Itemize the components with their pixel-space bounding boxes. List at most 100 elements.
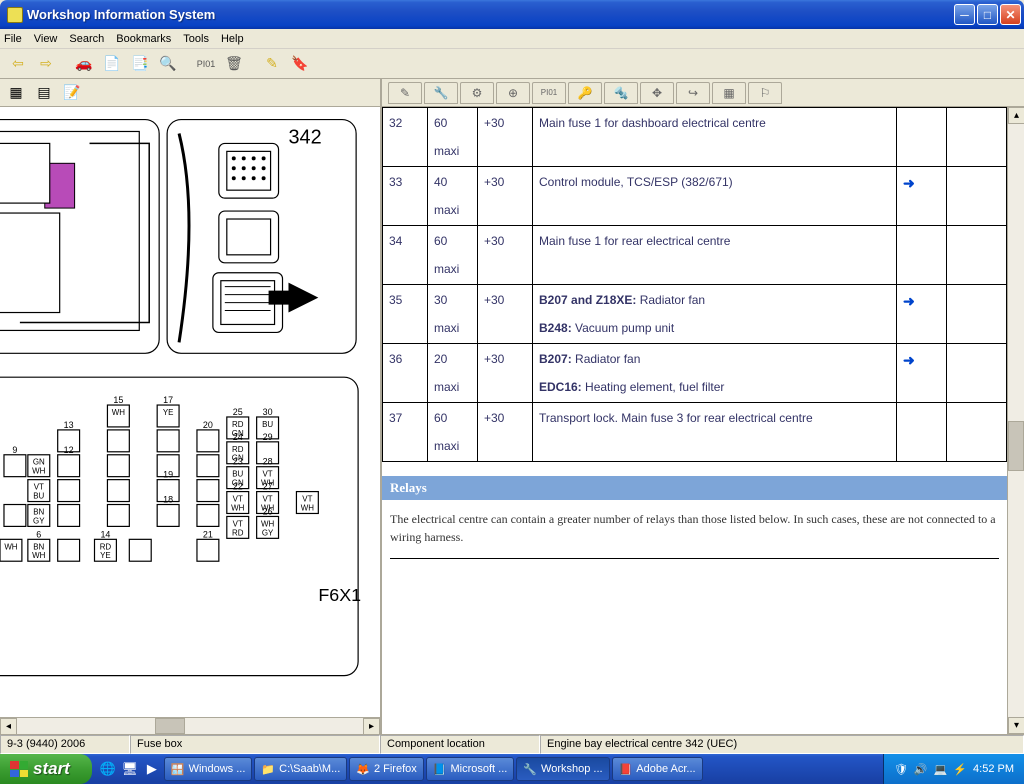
svg-text:YE: YE <box>163 408 174 417</box>
taskbar-button[interactable]: 🪟Windows ... <box>164 757 253 781</box>
task-icon: 📘 <box>433 763 447 776</box>
table-row: 3760maxi+30Transport lock. Main fuse 3 f… <box>383 403 1007 462</box>
fuse-description: Main fuse 1 for rear electrical centre <box>533 226 897 285</box>
clock: 4:52 PM <box>973 763 1014 775</box>
tray-icon[interactable]: 💻 <box>934 763 948 776</box>
pi01-icon[interactable]: PI01 <box>194 52 218 76</box>
fuse-description: B207 and Z18XE: Radiator fanB248: Vacuum… <box>533 285 897 344</box>
svg-text:BN: BN <box>33 507 44 516</box>
quick-launch-desktop-icon[interactable]: 🖥 <box>120 758 140 780</box>
fuse-table: 3260maxi+30Main fuse 1 for dashboard ele… <box>382 107 1007 462</box>
arrow-link-icon[interactable]: ➜ <box>903 175 915 191</box>
fuse-circuit: +30 <box>478 108 533 167</box>
fuse-link <box>897 403 947 462</box>
binoculars-icon[interactable]: 🔍 <box>156 52 180 76</box>
svg-text:VT: VT <box>263 495 273 504</box>
fuse-number: 35 <box>383 285 428 344</box>
quick-launch-media-icon[interactable]: ▶ <box>142 758 162 780</box>
fuse-description: B207: Radiator fanEDC16: Heating element… <box>533 344 897 403</box>
svg-text:GN: GN <box>33 458 45 467</box>
app-icon <box>7 7 23 23</box>
right-tool-6[interactable]: 🔩 <box>604 82 638 104</box>
diagram-ref-label: F6X1 <box>318 585 361 605</box>
window-title: Workshop Information System <box>27 7 954 22</box>
svg-text:VT: VT <box>302 495 312 504</box>
right-tool-9[interactable]: ▦ <box>712 82 746 104</box>
scroll-thumb[interactable] <box>1008 421 1024 471</box>
right-tool-10[interactable]: ⚐ <box>748 82 782 104</box>
horizontal-scrollbar[interactable]: ◂ ▸ <box>0 717 380 734</box>
svg-text:BN: BN <box>33 542 44 551</box>
right-tool-0[interactable]: ✎ <box>388 82 422 104</box>
left-tool-2[interactable]: 📝 <box>60 81 84 105</box>
arrow-link-icon[interactable]: ➜ <box>903 352 915 368</box>
svg-text:21: 21 <box>203 529 213 539</box>
quick-launch-ie-icon[interactable]: 🌐 <box>98 758 118 780</box>
right-tool-1[interactable]: 🔧 <box>424 82 458 104</box>
menu-view[interactable]: View <box>34 33 58 45</box>
fuse-amperage: 60maxi <box>428 108 478 167</box>
taskbar-button[interactable]: 🦊2 Firefox <box>349 757 424 781</box>
fuse-circuit: +30 <box>478 344 533 403</box>
arrow-link-icon[interactable]: ➜ <box>903 293 915 309</box>
menu-file[interactable]: File <box>4 33 22 45</box>
status-section: Fuse box <box>130 735 380 754</box>
tray-icon[interactable]: ⚡ <box>953 763 967 776</box>
bookmark-icon[interactable]: 🔖 <box>288 52 312 76</box>
svg-text:GY: GY <box>33 516 45 525</box>
right-tool-5[interactable]: 🔑 <box>568 82 602 104</box>
close-button[interactable]: ✕ <box>1000 4 1021 25</box>
fuse-link <box>897 108 947 167</box>
right-tool-3[interactable]: ⊕ <box>496 82 530 104</box>
svg-text:VT: VT <box>233 495 243 504</box>
taskbar-button[interactable]: 📕Adobe Acr... <box>612 757 703 781</box>
car-icon[interactable]: 🚗 <box>72 52 96 76</box>
fuse-link[interactable]: ➜ <box>897 344 947 403</box>
task-icon: 🔧 <box>523 763 537 776</box>
task-icon: 📕 <box>619 763 633 776</box>
task-label: Adobe Acr... <box>636 763 695 775</box>
left-tool-0[interactable]: ▦ <box>4 81 28 105</box>
fuse-amperage: 40maxi <box>428 167 478 226</box>
fuse-link[interactable]: ➜ <box>897 285 947 344</box>
svg-text:25: 25 <box>233 407 243 417</box>
svg-text:WH: WH <box>32 467 45 476</box>
status-bar: 9-3 (9440) 2006 Fuse box Component locat… <box>0 734 1024 754</box>
taskbar-button[interactable]: 📁C:\Saab\M... <box>254 757 347 781</box>
right-tool-7[interactable]: ✥ <box>640 82 674 104</box>
stack-icon[interactable]: 📑 <box>128 52 152 76</box>
svg-text:BU: BU <box>33 492 44 501</box>
left-tool-1[interactable]: ▤ <box>32 81 56 105</box>
back-icon[interactable]: ⇦ <box>6 52 30 76</box>
tray-icon[interactable]: 🛡 <box>894 763 908 776</box>
scroll-right-button[interactable]: ▸ <box>363 718 380 735</box>
highlight-icon[interactable]: ✎ <box>260 52 284 76</box>
tray-icon[interactable]: 🔊 <box>914 763 928 776</box>
menu-help[interactable]: Help <box>221 33 244 45</box>
status-detail: Engine bay electrical centre 342 (UEC) <box>540 735 1024 754</box>
right-tool-4[interactable]: PI01 <box>532 82 566 104</box>
svg-text:VT: VT <box>263 470 273 479</box>
right-tool-2[interactable]: ⚙ <box>460 82 494 104</box>
scroll-left-button[interactable]: ◂ <box>0 718 17 735</box>
scroll-up-button[interactable]: ▴ <box>1008 107 1024 124</box>
fuse-amperage: 20maxi <box>428 344 478 403</box>
fuse-link[interactable]: ➜ <box>897 167 947 226</box>
minimize-button[interactable]: ─ <box>954 4 975 25</box>
trash-icon[interactable]: 🗑 <box>222 52 246 76</box>
forward-icon[interactable]: ⇨ <box>34 52 58 76</box>
menu-search[interactable]: Search <box>69 33 104 45</box>
taskbar-button[interactable]: 🔧Workshop ... <box>516 757 609 781</box>
maximize-button[interactable]: □ <box>977 4 998 25</box>
doc-icon[interactable]: 📄 <box>100 52 124 76</box>
right-tool-8[interactable]: ↪ <box>676 82 710 104</box>
fuse-circuit: +30 <box>478 226 533 285</box>
menu-tools[interactable]: Tools <box>183 33 209 45</box>
menu-bookmarks[interactable]: Bookmarks <box>116 33 171 45</box>
scroll-thumb[interactable] <box>155 718 185 734</box>
start-button[interactable]: start <box>0 754 92 784</box>
vertical-scrollbar[interactable]: ▴ ▾ <box>1007 107 1024 734</box>
taskbar-button[interactable]: 📘Microsoft ... <box>426 757 515 781</box>
scroll-down-button[interactable]: ▾ <box>1008 717 1024 734</box>
right-pane: ✎🔧⚙⊕PI01🔑🔩✥↪▦⚐ 3260maxi+30Main fuse 1 fo… <box>382 79 1024 734</box>
